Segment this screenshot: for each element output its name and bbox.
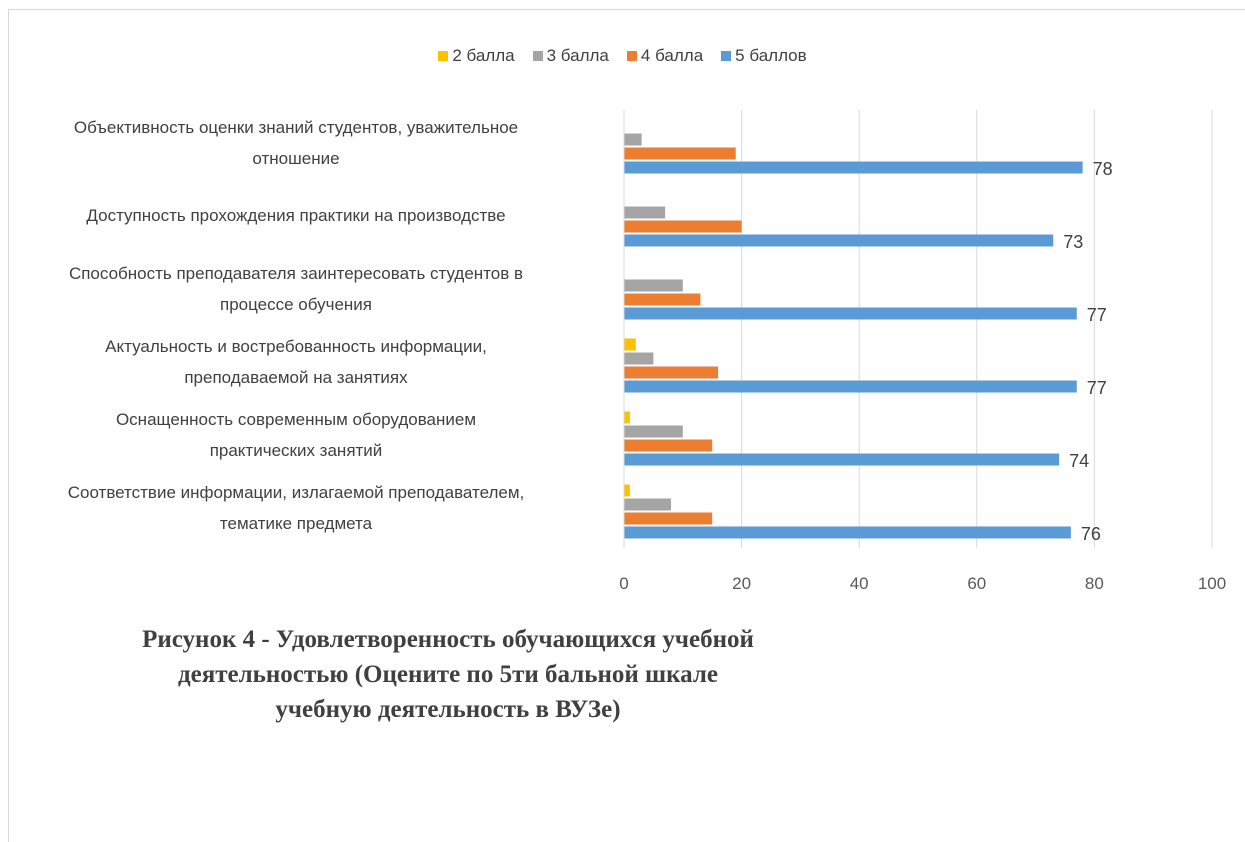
data-label: 77 xyxy=(1086,377,1107,398)
x-tick-label: 40 xyxy=(849,574,869,593)
chart-legend: 2 балла 3 балла 4 балла 5 баллов xyxy=(0,46,1245,66)
legend-swatch xyxy=(438,51,449,61)
data-label: 77 xyxy=(1086,304,1107,325)
x-tick-label: 20 xyxy=(732,574,752,593)
legend-label: 5 баллов xyxy=(735,46,807,65)
data-label: 78 xyxy=(1092,158,1113,179)
x-tick-label: 60 xyxy=(967,574,987,593)
bar-3 балла xyxy=(624,133,642,146)
bar-4 балла xyxy=(624,147,736,160)
legend-item: 2 балла xyxy=(438,46,515,66)
bar-4 балла xyxy=(624,293,701,306)
legend-label: 4 балла xyxy=(640,46,704,65)
legend-item: 5 баллов xyxy=(721,46,807,66)
category-label: Соответствие информации, излагаемой преп… xyxy=(67,482,525,533)
bar-3 балла xyxy=(624,498,672,511)
bar-2 балла xyxy=(624,411,630,424)
legend-item: 4 балла xyxy=(626,46,704,66)
bar-5 баллов xyxy=(624,526,1071,539)
x-tick-label: 0 xyxy=(619,574,629,593)
bar-4 балла xyxy=(624,439,713,452)
bar-4 балла xyxy=(624,512,713,525)
legend-swatch xyxy=(626,51,637,61)
x-tick-label: 100 xyxy=(1197,574,1227,593)
data-label: 76 xyxy=(1080,523,1101,544)
category-label: Доступность прохождения практики на прои… xyxy=(86,206,506,225)
category-label: Способность преподавателя заинтересовать… xyxy=(68,263,524,314)
category-label: Оснащенность современным оборудованием пр… xyxy=(115,409,477,460)
category-label: Актуальность и востребованность информац… xyxy=(105,336,487,387)
legend-label: 3 балла xyxy=(546,46,609,65)
bar-3 балла xyxy=(624,206,666,219)
x-tick-label: 80 xyxy=(1084,574,1104,593)
bar-2 балла xyxy=(624,484,630,497)
bar-2 балла xyxy=(624,338,636,351)
legend-label: 2 балла xyxy=(452,46,515,65)
bar-3 балла xyxy=(624,352,654,365)
legend-swatch xyxy=(721,51,732,61)
data-label: 73 xyxy=(1063,231,1084,252)
bar-5 баллов xyxy=(624,307,1077,320)
bar-5 баллов xyxy=(624,453,1060,466)
figure-caption: Рисунок 4 - Удовлетворенность обучающихс… xyxy=(142,626,754,723)
bar-5 баллов xyxy=(624,380,1077,393)
bar-4 балла xyxy=(624,366,719,379)
legend-swatch xyxy=(532,51,543,61)
bar-3 балла xyxy=(624,279,683,292)
bar-4 балла xyxy=(624,220,742,233)
bar-5 баллов xyxy=(624,161,1083,174)
data-label: 74 xyxy=(1069,450,1090,471)
chart-frame xyxy=(8,9,1245,842)
legend-item: 3 балла xyxy=(532,46,609,66)
bar-3 балла xyxy=(624,425,683,438)
bar-5 баллов xyxy=(624,234,1054,247)
category-label: Объективность оценки знаний студентов, у… xyxy=(73,117,519,168)
